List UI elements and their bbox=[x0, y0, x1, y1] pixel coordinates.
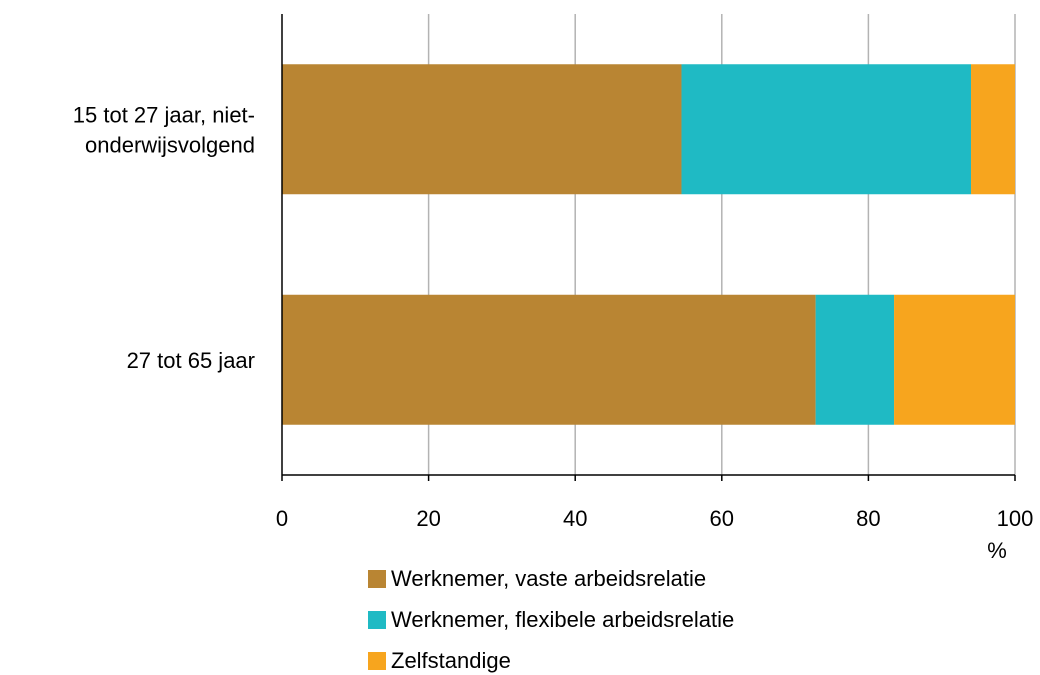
x-tick-label: 0 bbox=[276, 506, 288, 531]
category-labels: 15 tot 27 jaar, niet-onderwijsvolgend 27 … bbox=[73, 102, 255, 373]
x-tick-labels: 0 20 40 60 80 100 bbox=[276, 475, 1033, 531]
category-label: 27 tot 65 jaar bbox=[127, 348, 255, 373]
bar-segment bbox=[894, 294, 1015, 425]
category-label-line: 15 tot 27 jaar, niet- bbox=[73, 102, 255, 127]
x-tick-label: 80 bbox=[856, 506, 880, 531]
x-axis-unit-label: % bbox=[987, 538, 1007, 563]
bar-segment bbox=[815, 294, 895, 425]
legend-label: Werknemer, vaste arbeidsrelatie bbox=[391, 566, 706, 591]
category-label-line: onderwijsvolgend bbox=[85, 132, 255, 157]
legend-label: Zelfstandige bbox=[391, 648, 511, 673]
x-tick-label: 60 bbox=[710, 506, 734, 531]
legend-swatch bbox=[368, 652, 386, 670]
category-label: 15 tot 27 jaar, niet-onderwijsvolgend bbox=[73, 102, 255, 157]
bar-segment bbox=[971, 64, 1015, 195]
bar-segments bbox=[282, 64, 1015, 425]
legend-label: Werknemer, flexibele arbeidsrelatie bbox=[391, 607, 734, 632]
legend-swatch bbox=[368, 611, 386, 629]
legend: Werknemer, vaste arbeidsrelatie Werknemer… bbox=[368, 566, 734, 673]
axes bbox=[281, 14, 1015, 476]
legend-swatch bbox=[368, 570, 386, 588]
bar-segment bbox=[681, 64, 972, 195]
category-label-line: 27 tot 65 jaar bbox=[127, 348, 255, 373]
bar-segment bbox=[282, 64, 682, 195]
x-tick-label: 40 bbox=[563, 506, 587, 531]
x-tick-label: 20 bbox=[416, 506, 440, 531]
bar-segment bbox=[282, 294, 816, 425]
x-tick-label: 100 bbox=[997, 506, 1034, 531]
